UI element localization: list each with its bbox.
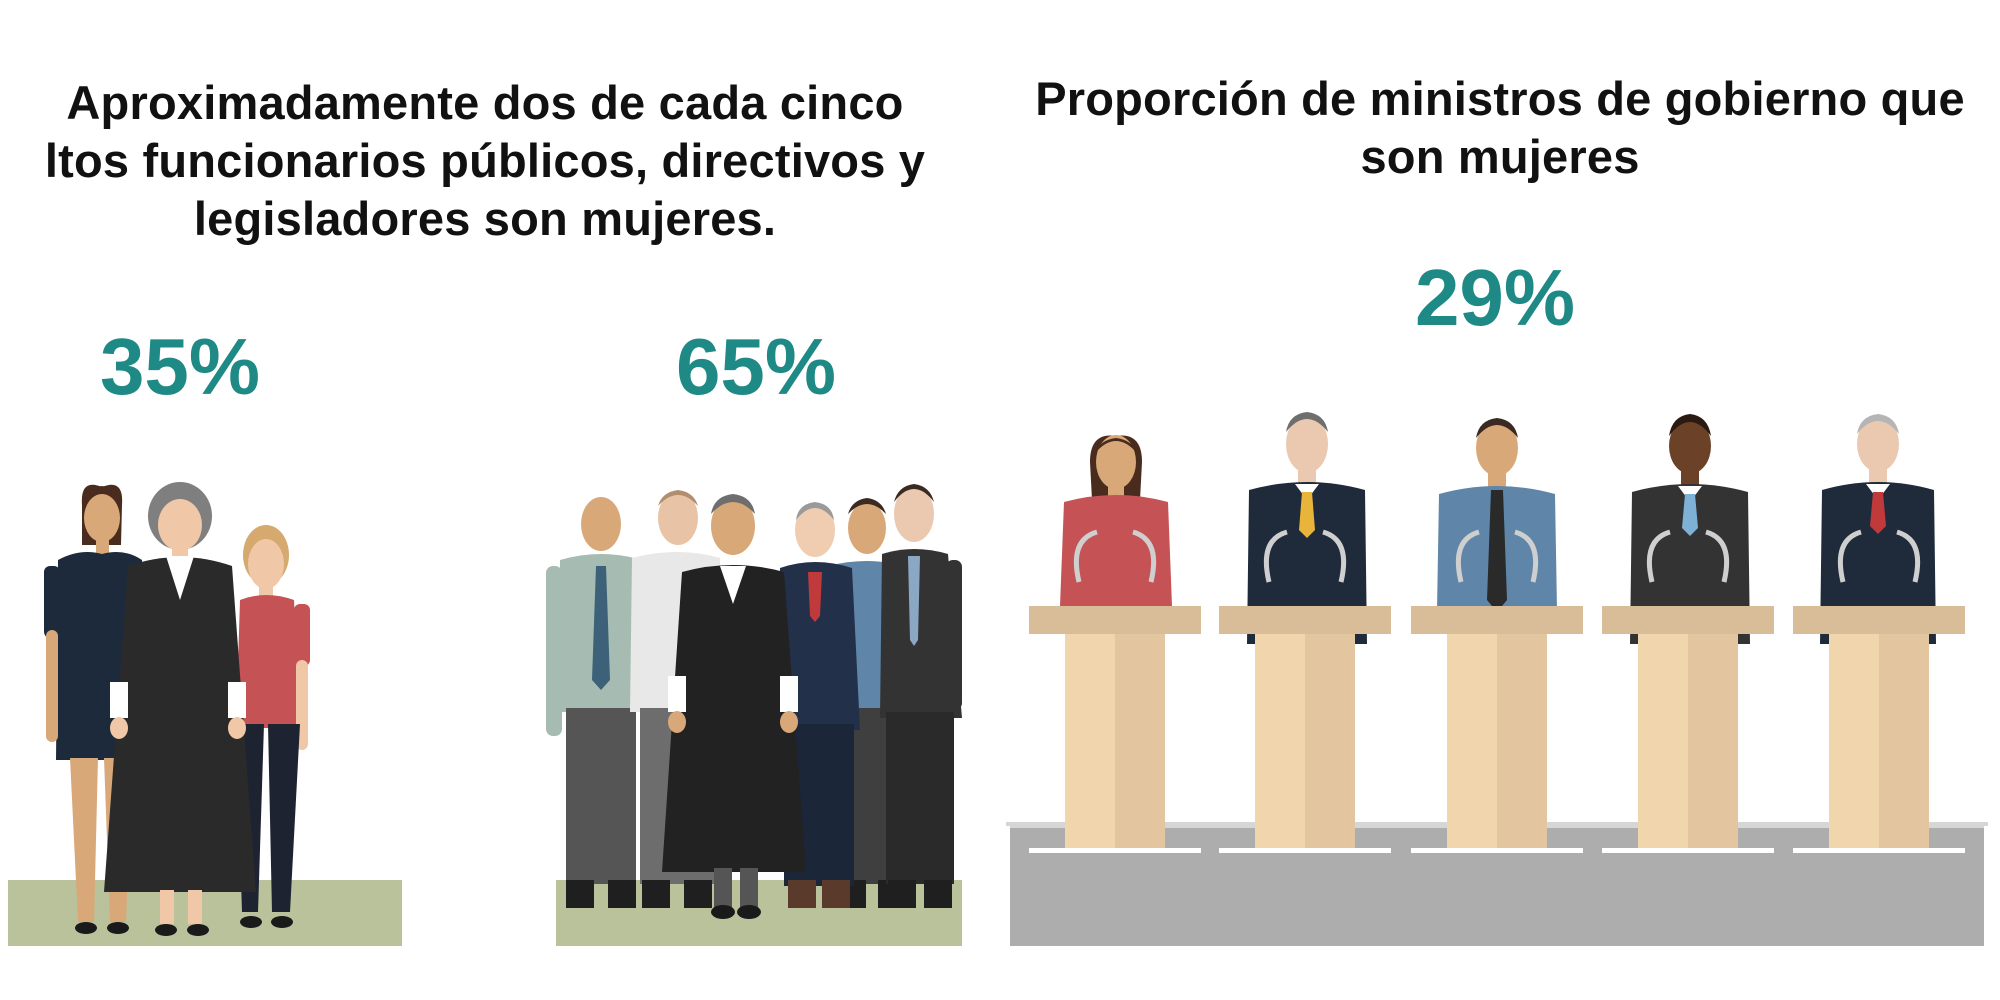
- minister-woman-icon: [1060, 435, 1172, 606]
- podium-3-icon: [1411, 529, 1583, 853]
- podium-4-icon: [1602, 529, 1774, 853]
- ministers-headline: Proporción de ministros de gobierno que …: [1000, 70, 2000, 186]
- podium-2-icon: [1219, 529, 1391, 853]
- ministers-headline-line-1: Proporción de ministros de gobierno que: [1035, 72, 1965, 125]
- man-bald-icon: [546, 497, 644, 908]
- officials-headline-line-1: Aproximadamente dos de cada cinco: [66, 76, 904, 129]
- woman-judge-icon: [104, 482, 256, 936]
- officials-headline: Aproximadamente dos de cada cinco ltos f…: [0, 74, 970, 248]
- officials-headline-line-3: legisladores son mujeres.: [193, 192, 777, 245]
- men-group-icon: [546, 484, 962, 946]
- podium-1-icon: [1029, 529, 1201, 853]
- minister-man-yellow-tie-icon: [1247, 412, 1367, 644]
- minister-man-blue-shirt-icon: [1437, 418, 1557, 612]
- podium-5-icon: [1793, 529, 1965, 853]
- ministers-headline-line-2: son mujeres: [1360, 130, 1640, 183]
- men-share-value: 65%: [675, 322, 837, 411]
- ministers-women-share-value: 29%: [1414, 253, 1576, 342]
- women-group-icon: [8, 482, 402, 946]
- man-judge-icon: [662, 494, 806, 919]
- man-dark-suit-icon: [880, 484, 962, 908]
- minister-man-blue-tie-icon: [1630, 414, 1750, 644]
- officials-headline-line-2: ltos funcionarios públicos, directivos y: [44, 134, 926, 187]
- minister-man-red-tie-icon: [1820, 414, 1936, 644]
- women-share-value: 35%: [99, 322, 261, 411]
